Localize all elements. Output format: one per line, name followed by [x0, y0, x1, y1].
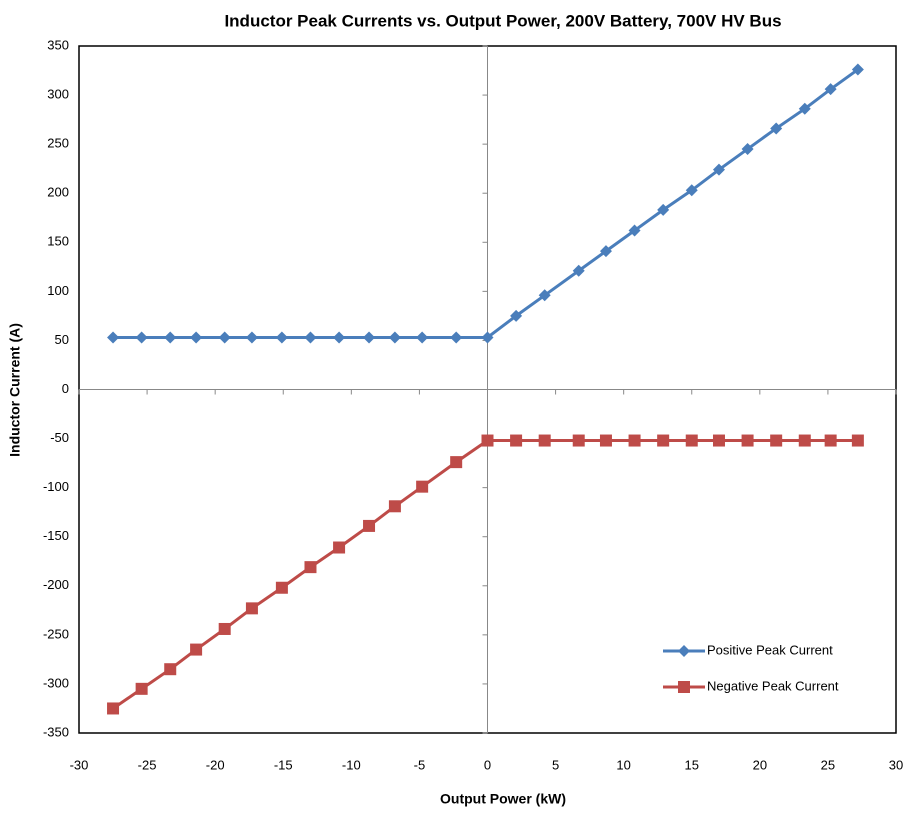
y-tick-label: -150 [43, 528, 69, 543]
x-tick-label: 25 [821, 757, 835, 772]
x-tick-label: 30 [889, 757, 903, 772]
marker [657, 434, 670, 447]
marker [657, 203, 670, 216]
marker [824, 434, 837, 447]
marker [164, 663, 177, 676]
marker [304, 331, 317, 344]
marker [388, 500, 401, 513]
y-tick-label: -250 [43, 626, 69, 641]
marker [107, 702, 120, 715]
y-tick-label: -100 [43, 479, 69, 494]
marker [770, 434, 783, 447]
marker [164, 331, 177, 344]
marker [481, 331, 494, 344]
legend-text: Positive Peak Current [707, 642, 833, 657]
marker [304, 561, 317, 574]
x-tick-label: 0 [484, 757, 491, 772]
marker [510, 309, 523, 322]
y-tick-label: -300 [43, 675, 69, 690]
y-tick-label: -350 [43, 724, 69, 739]
x-tick-label: -20 [206, 757, 225, 772]
marker [628, 224, 641, 237]
series-line [112, 439, 858, 710]
x-tick-label: -25 [138, 757, 157, 772]
marker [245, 602, 258, 615]
marker [685, 434, 698, 447]
marker [275, 331, 288, 344]
marker [333, 541, 346, 554]
y-tick-label: 250 [47, 136, 69, 151]
marker [851, 63, 864, 76]
x-tick-label: 5 [552, 757, 559, 772]
marker [416, 331, 429, 344]
marker [712, 434, 725, 447]
marker [190, 331, 203, 344]
marker [450, 456, 463, 469]
y-tick-label: 350 [47, 37, 69, 52]
x-tick-label: 10 [616, 757, 630, 772]
legend-text: Negative Peak Current [707, 678, 839, 693]
marker [363, 331, 376, 344]
marker [245, 331, 258, 344]
marker [135, 331, 148, 344]
marker [599, 434, 612, 447]
y-tick-label: 200 [47, 185, 69, 200]
marker [416, 480, 429, 493]
y-tick-label: 150 [47, 234, 69, 249]
marker [741, 434, 754, 447]
marker [135, 682, 148, 695]
marker [824, 83, 837, 96]
marker [450, 331, 463, 344]
x-tick-label: -5 [414, 757, 426, 772]
marker [599, 245, 612, 258]
series-line [113, 68, 859, 339]
y-tick-label: 0 [62, 381, 69, 396]
marker [851, 434, 864, 447]
marker [218, 331, 231, 344]
legend-marker [678, 681, 690, 693]
marker [628, 434, 641, 447]
marker [741, 143, 754, 156]
marker [388, 331, 401, 344]
marker [770, 122, 783, 135]
chart-title: Inductor Peak Currents vs. Output Power,… [224, 11, 781, 30]
y-tick-label: -200 [43, 577, 69, 592]
marker [107, 331, 120, 344]
y-axis-label: Inductor Current (A) [7, 323, 23, 457]
marker [798, 434, 811, 447]
y-tick-label: -50 [50, 430, 69, 445]
marker [798, 102, 811, 115]
marker [712, 163, 725, 176]
y-tick-label: 300 [47, 87, 69, 102]
marker [481, 434, 494, 447]
marker [538, 434, 551, 447]
marker [538, 289, 551, 302]
marker [333, 331, 346, 344]
x-tick-label: -30 [70, 757, 89, 772]
marker [510, 434, 523, 447]
legend-marker [678, 645, 690, 657]
marker [572, 264, 585, 277]
x-tick-label: -15 [274, 757, 293, 772]
y-tick-label: 100 [47, 283, 69, 298]
x-axis-label: Output Power (kW) [440, 791, 566, 807]
marker [190, 643, 203, 656]
marker [275, 581, 288, 594]
marker [218, 622, 231, 635]
y-tick-label: 50 [55, 332, 69, 347]
marker [363, 519, 376, 532]
x-tick-label: -10 [342, 757, 361, 772]
marker [572, 434, 585, 447]
x-tick-label: 20 [753, 757, 767, 772]
x-tick-label: 15 [685, 757, 699, 772]
marker [685, 184, 698, 197]
